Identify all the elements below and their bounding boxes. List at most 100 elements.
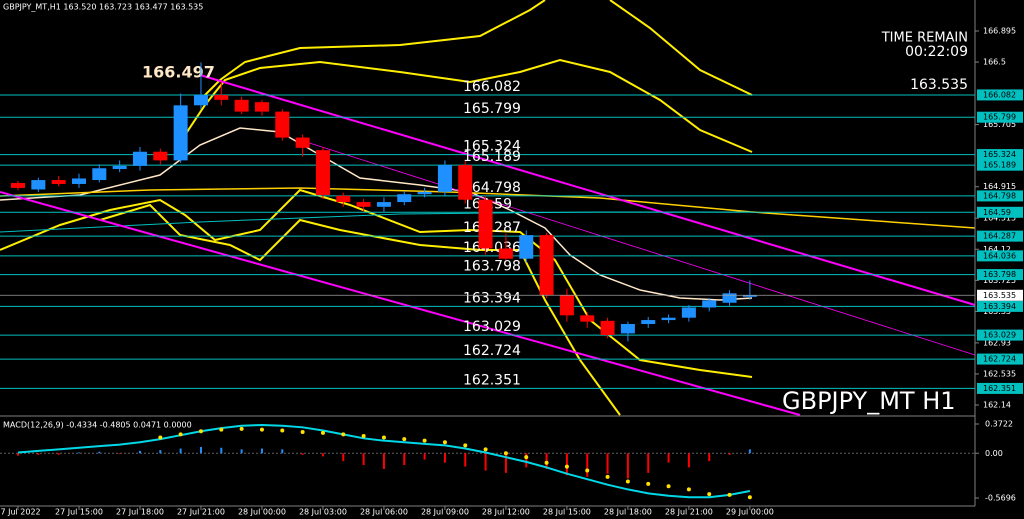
macd-line: [17, 423, 751, 499]
time-remain-label: TIME REMAIN: [881, 31, 968, 46]
candle-body: [458, 165, 473, 200]
candle-body: [620, 323, 635, 334]
bollinger-outer-upper-right: [609, 0, 753, 96]
candle-body: [295, 137, 310, 148]
level-axis-box: [977, 353, 1023, 365]
signal-dot: [239, 426, 244, 431]
candle-body: [51, 180, 66, 184]
level-axis-box: [977, 111, 1023, 123]
watermark: GBPJPY_MT H1: [782, 387, 956, 415]
y-tick-label: 164.515: [983, 214, 1016, 223]
candle-body: [600, 320, 615, 336]
signal-dot: [300, 430, 305, 435]
y-tick-label: 164.12: [983, 245, 1011, 254]
signal-dot: [178, 432, 183, 437]
level-axis-label: 165.189: [983, 161, 1016, 170]
level-label: 164.798: [463, 180, 521, 196]
signal-dot: [280, 428, 285, 433]
level-label: 163.798: [463, 259, 521, 275]
level-axis-label: 165.799: [983, 113, 1016, 122]
candle-body: [234, 99, 249, 112]
macd-title: MACD(12,26,9) -0.4334 -0.4805 0.0471 0.0…: [3, 421, 192, 430]
level-label: 165.324: [463, 139, 521, 155]
x-tick-label: 28 Jul 06:00: [360, 508, 408, 517]
signal-dot: [483, 447, 488, 452]
candle-body: [173, 105, 188, 161]
level-axis-box: [977, 382, 1023, 394]
level-axis-label: 163.029: [983, 331, 1016, 340]
y-tick-label: 166.5: [983, 58, 1006, 67]
time-remain: 00:22:09: [905, 44, 968, 60]
level-axis-label: 162.724: [983, 355, 1016, 364]
level-axis-box: [977, 269, 1023, 281]
signal-dot: [686, 487, 691, 492]
level-axis-label: 163.798: [983, 270, 1016, 279]
y-tick-label: 164.915: [983, 182, 1016, 191]
level-axis-box: [977, 300, 1023, 312]
candle-body: [336, 195, 351, 203]
candle-body: [742, 295, 757, 297]
channel-upper: [199, 74, 976, 306]
y-tick-label: 163.725: [983, 276, 1016, 285]
candle-body: [397, 194, 412, 203]
level-label: 166.082: [463, 79, 521, 95]
signal-dot: [402, 437, 407, 442]
level-axis-label: 164.287: [983, 232, 1016, 241]
candle-body: [71, 178, 86, 184]
x-tick-label: 27 Jul 2022: [0, 508, 41, 517]
bid-axis-label: 163.535: [983, 291, 1016, 300]
bollinger-outer-lower: [99, 203, 621, 416]
signal-dot: [564, 464, 569, 469]
signal-dot: [198, 429, 203, 434]
signal-dot: [524, 455, 529, 460]
y-tick-label: 165.705: [983, 120, 1016, 129]
bollinger-upper: [184, 58, 753, 153]
level-axis-box: [977, 230, 1023, 242]
signal-dot: [158, 435, 163, 440]
candle-body: [702, 300, 717, 308]
candle-body: [132, 151, 147, 166]
candle-body: [376, 202, 391, 207]
candle-body: [498, 248, 513, 259]
channel-mid: [299, 139, 976, 356]
candle-body: [437, 165, 452, 192]
signal-dot: [219, 427, 224, 432]
x-tick-label: 27 Jul 21:00: [177, 508, 225, 517]
signal-dot: [361, 433, 366, 438]
level-label: 162.724: [463, 343, 521, 359]
x-tick-label: 28 Jul 03:00: [299, 508, 347, 517]
signal-dot: [341, 432, 346, 437]
y-tick-label: 162.93: [983, 338, 1011, 347]
level-label: 162.351: [463, 372, 521, 388]
candle-body: [112, 165, 127, 170]
chart-header: GBPJPY_MT,H1 163.520 163.723 163.477 163…: [3, 3, 203, 12]
signal-dot: [503, 451, 508, 456]
x-tick-label: 28 Jul 18:00: [604, 508, 652, 517]
level-label: 163.029: [463, 319, 521, 335]
x-tick-label: 28 Jul 15:00: [543, 508, 591, 517]
level-axis-label: 164.59: [983, 208, 1011, 217]
candle-body: [661, 317, 676, 321]
x-tick-label: 27 Jul 18:00: [116, 508, 164, 517]
candle-body: [275, 111, 290, 138]
candle-body: [641, 320, 656, 324]
x-tick-label: 27 Jul 15:00: [55, 508, 103, 517]
signal-dot: [666, 484, 671, 489]
high-label: 166.497: [142, 63, 215, 82]
bollinger-outer-upper: [199, 0, 546, 101]
candle-body: [214, 95, 229, 100]
candle-body: [254, 102, 269, 112]
candle-body: [315, 150, 330, 195]
y-tick-label: 162.535: [983, 369, 1016, 378]
candle-body: [722, 293, 737, 303]
candle-body: [92, 168, 107, 181]
bid-price: 163.535: [910, 77, 968, 93]
signal-dot: [544, 460, 549, 465]
signal-dot: [707, 492, 712, 497]
level-axis-box: [977, 89, 1023, 101]
x-tick-label: 28 Jul 21:00: [665, 508, 713, 517]
bid-axis-box: [977, 289, 1023, 301]
candle-body: [681, 307, 696, 318]
